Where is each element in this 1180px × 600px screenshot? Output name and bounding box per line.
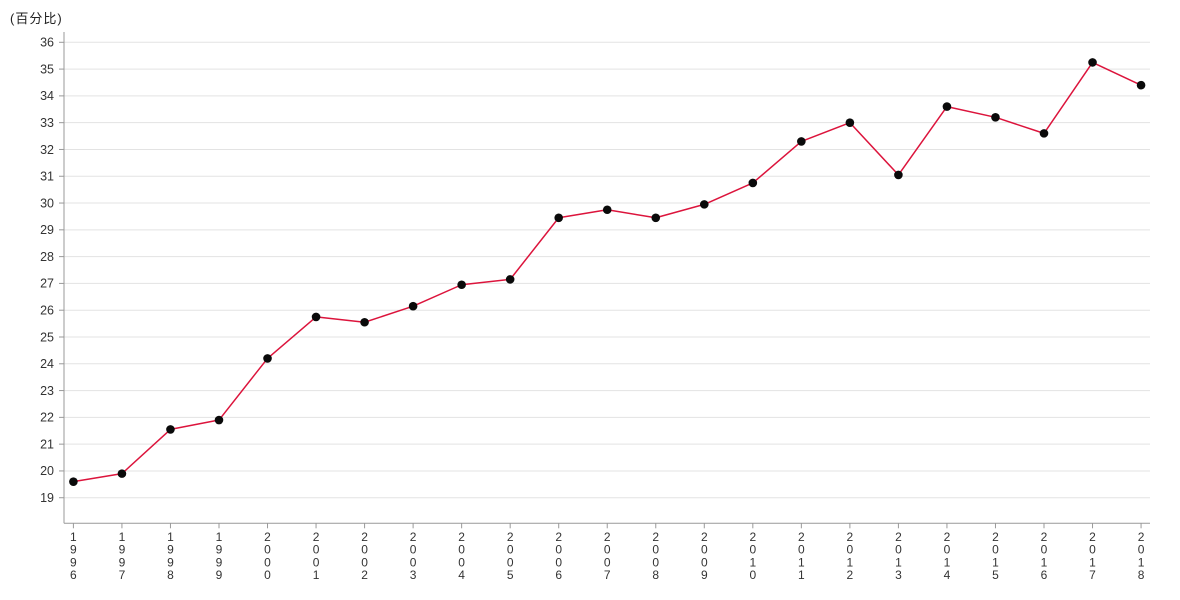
data-point-2009: [699, 200, 709, 209]
y-tick-label-19: 19: [40, 491, 54, 505]
y-tick-label-33: 33: [40, 116, 54, 130]
data-point-1998: [166, 425, 175, 434]
y-tick-label-31: 31: [40, 170, 54, 184]
data-point-2000: [263, 354, 272, 363]
data-point-2002: [360, 317, 369, 327]
data-point-1999: [214, 415, 224, 425]
data-point-2013: [894, 170, 903, 180]
y-tick-label-30: 30: [40, 196, 54, 210]
y-tick-label-23: 23: [40, 384, 54, 398]
data-point-2011: [797, 137, 806, 146]
data-point-2008: [651, 213, 661, 223]
data-point-1997: [117, 469, 127, 478]
data-point-2005: [505, 275, 515, 284]
data-point-2015: [991, 113, 1000, 122]
y-tick-label-20: 20: [40, 464, 54, 478]
data-line: [73, 61, 1142, 483]
y-tick-label-24: 24: [40, 357, 54, 371]
y-tick-label-21: 21: [40, 437, 54, 451]
y-tick-label-34: 34: [40, 89, 54, 103]
y-tick-label-32: 32: [40, 143, 54, 157]
y-tick-label-26: 26: [40, 304, 54, 318]
data-point-2016: [1039, 129, 1049, 138]
y-tick-label-22: 22: [40, 411, 54, 425]
y-tick-label-36: 36: [40, 36, 54, 50]
data-point-2017: [1088, 58, 1097, 67]
y-tick-label-29: 29: [40, 223, 54, 237]
data-point-2001: [311, 312, 321, 322]
y-tick-label-28: 28: [40, 250, 54, 264]
data-point-2006: [554, 213, 563, 223]
data-point-2004: [457, 280, 466, 290]
data-point-2012: [845, 118, 855, 127]
data-point-2003: [408, 301, 418, 311]
data-point-2018: [1136, 80, 1146, 90]
y-tick-label-35: 35: [40, 62, 54, 76]
data-point-2010: [748, 178, 758, 188]
y-axis-unit-label: (百分比): [10, 11, 63, 26]
data-point-2014: [942, 102, 952, 111]
y-tick-label-27: 27: [40, 277, 54, 291]
data-point-2007: [602, 205, 612, 215]
data-point-1996: [69, 477, 78, 486]
y-tick-label-25: 25: [40, 330, 54, 344]
